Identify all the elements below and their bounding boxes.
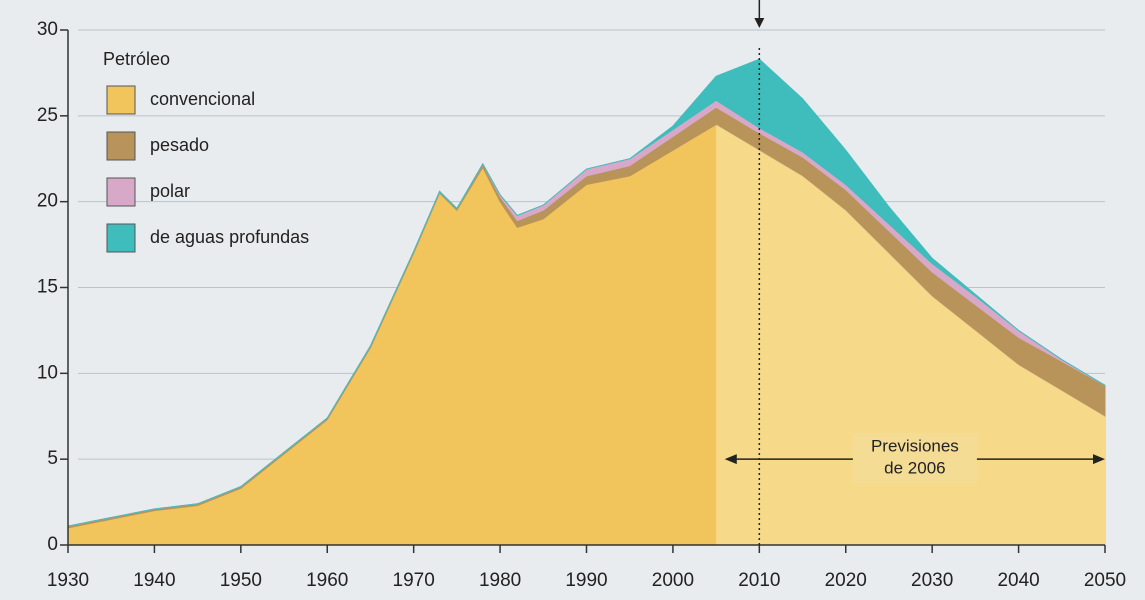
legend-label: pesado xyxy=(150,135,209,155)
x-tick-label: 2050 xyxy=(1084,570,1126,591)
x-tick-label: 1980 xyxy=(479,570,521,591)
y-tick-label: 20 xyxy=(37,191,58,212)
arrowhead xyxy=(1093,454,1105,465)
y-tick-label: 0 xyxy=(47,534,58,555)
y-tick-label: 25 xyxy=(37,105,58,126)
marker-arrowhead xyxy=(754,18,765,28)
x-tick-label: 1950 xyxy=(220,570,262,591)
annotation-bg xyxy=(852,433,977,484)
x-tick-label: 1990 xyxy=(565,570,607,591)
x-tick-label: 2010 xyxy=(738,570,780,591)
x-tick-label: 1970 xyxy=(393,570,435,591)
legend-swatch xyxy=(106,177,136,207)
legend-label: convencional xyxy=(150,89,255,109)
forecast-shade xyxy=(716,124,1105,546)
x-tick-label: 2030 xyxy=(911,570,953,591)
x-tick-label: 2040 xyxy=(997,570,1039,591)
x-tick-label: 1940 xyxy=(133,570,175,591)
legend-label: polar xyxy=(150,181,190,201)
y-tick-label: 10 xyxy=(37,362,58,383)
x-tick-label: 1960 xyxy=(306,570,348,591)
legend-swatch xyxy=(106,131,136,161)
y-tick-label: 30 xyxy=(37,19,58,40)
area xyxy=(67,58,1106,527)
x-tick-label: 2000 xyxy=(652,570,694,591)
y-tick-label: 5 xyxy=(47,448,58,469)
legend-swatch xyxy=(106,223,136,253)
x-tick-label: 1930 xyxy=(47,570,89,591)
legend-label: de aguas profundas xyxy=(150,227,309,247)
legend-title: Petróleo xyxy=(103,49,170,69)
arrowhead xyxy=(724,454,737,465)
legend-swatch xyxy=(106,85,136,115)
x-tick-label: 2020 xyxy=(825,570,867,591)
annotation-text: de 2006 xyxy=(884,459,945,478)
annotation-text: Previsiones xyxy=(871,437,959,456)
y-tick-label: 15 xyxy=(37,277,58,298)
